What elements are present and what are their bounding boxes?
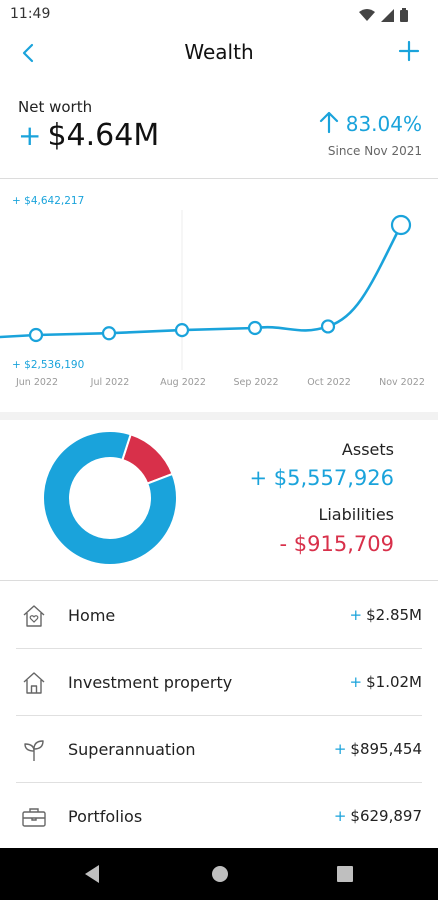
- nav-home-icon[interactable]: [210, 864, 230, 884]
- chart-x-tick-label: Oct 2022: [307, 377, 351, 388]
- net-worth-section: Net worth + $4.64M 83.04% Since Nov 2021: [0, 90, 438, 178]
- chevron-left-icon[interactable]: [14, 38, 44, 68]
- assets-liabilities-summary: Assets + $5,557,926 Liabilities - $915,7…: [0, 420, 438, 580]
- net-worth-since: Since Nov 2021: [327, 144, 422, 158]
- home-heart-icon: [23, 605, 45, 627]
- list-item-value: + $895,454: [334, 740, 422, 758]
- donut-chart: [42, 430, 178, 566]
- arrow-up-icon: [319, 111, 338, 134]
- chart-x-tick-label: Jul 2022: [90, 377, 130, 388]
- net-worth-change-value: 83.04%: [345, 112, 422, 136]
- divider: [0, 580, 438, 581]
- value-amount: $2.85M: [366, 606, 422, 624]
- value-sign: +: [349, 606, 363, 624]
- value-amount: $629,897: [350, 807, 422, 825]
- nav-recents-icon[interactable]: [336, 864, 354, 884]
- chart-x-tick-label: Jun 2022: [15, 377, 58, 388]
- net-worth-chart[interactable]: + $4,642,217 + $2,536,190 Jun 2022 Jul 2022…: [0, 180, 438, 412]
- value-sign: +: [333, 807, 347, 825]
- list-item-portfolios[interactable]: Portfolios + $629,897: [16, 783, 422, 850]
- chart-max-label: + $4,642,217: [12, 195, 84, 207]
- app-bar: Wealth: [0, 30, 438, 76]
- sprout-icon: [24, 740, 44, 761]
- value-amount: $895,454: [350, 740, 422, 758]
- liabilities-label: Liabilities: [318, 505, 394, 524]
- value-sign: +: [333, 740, 347, 758]
- net-worth-value: + $4.64M: [18, 118, 159, 153]
- list-item-label: Investment property: [68, 673, 233, 692]
- wifi-icon: [359, 8, 375, 21]
- list-item-investment-property[interactable]: Investment property + $1.02M: [16, 649, 422, 716]
- system-nav-bar: [0, 848, 438, 900]
- net-worth-change: 83.04%: [318, 110, 422, 136]
- donut-slice-assets: [42, 430, 178, 566]
- list-item-value: + $1.02M: [350, 673, 422, 691]
- net-worth-amount: $4.64M: [47, 118, 160, 153]
- house-icon: [23, 672, 45, 694]
- liabilities-value: - $915,709: [279, 532, 394, 556]
- list-item-label: Home: [68, 606, 116, 625]
- list-item-label: Portfolios: [68, 807, 143, 826]
- chart-point: [174, 323, 190, 338]
- net-worth-sign: +: [18, 119, 42, 152]
- list-item-value: + $629,897: [334, 807, 422, 825]
- asset-list: Home + $2.85M Investment property + $1.02M…: [0, 582, 438, 850]
- section-divider: [0, 412, 438, 420]
- chart-x-tick-label: Nov 2022: [379, 377, 425, 388]
- page-title: Wealth: [184, 40, 254, 64]
- chart-point: [247, 320, 263, 336]
- chart-point: [390, 214, 412, 236]
- status-bar: 11:49: [0, 0, 438, 30]
- assets-label: Assets: [341, 440, 394, 459]
- status-time: 11:49: [10, 6, 51, 22]
- list-item-home[interactable]: Home + $2.85M: [16, 582, 422, 649]
- value-sign: +: [349, 673, 363, 691]
- chart-series-line: [0, 223, 403, 339]
- chart-point: [28, 327, 44, 343]
- value-amount: $1.02M: [366, 673, 422, 691]
- list-item-value: + $2.85M: [350, 606, 422, 624]
- signal-icon: [381, 8, 394, 22]
- chart-point: [320, 319, 336, 334]
- plus-icon[interactable]: [394, 36, 424, 66]
- chart-x-tick-label: Aug 2022: [160, 377, 206, 388]
- chart-x-tick-label: Sep 2022: [233, 377, 278, 388]
- chart-svg: + $4,642,217 + $2,536,190 Jun 2022 Jul 2022…: [0, 195, 425, 388]
- nav-back-icon[interactable]: [83, 864, 101, 884]
- assets-value: + $5,557,926: [249, 466, 394, 490]
- divider: [0, 178, 438, 179]
- net-worth-label: Net worth: [18, 98, 93, 116]
- briefcase-icon: [22, 808, 46, 827]
- list-item-superannuation[interactable]: Superannuation + $895,454: [16, 716, 422, 783]
- battery-icon: [400, 8, 408, 22]
- chart-min-label: + $2,536,190: [12, 359, 84, 371]
- list-item-label: Superannuation: [68, 740, 196, 759]
- chart-point: [101, 326, 117, 341]
- status-icons: [359, 8, 408, 22]
